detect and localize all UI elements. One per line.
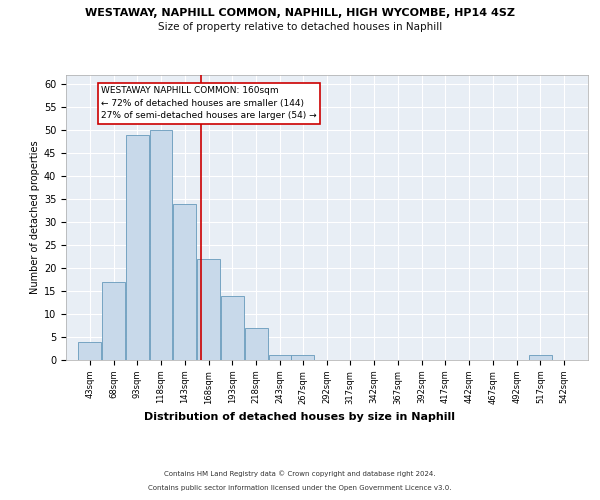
Text: Contains public sector information licensed under the Open Government Licence v3: Contains public sector information licen… bbox=[148, 485, 452, 491]
Bar bbox=[173, 204, 196, 360]
Y-axis label: Number of detached properties: Number of detached properties bbox=[29, 140, 40, 294]
Bar bbox=[245, 328, 268, 360]
Bar bbox=[197, 259, 220, 360]
Text: Contains HM Land Registry data © Crown copyright and database right 2024.: Contains HM Land Registry data © Crown c… bbox=[164, 470, 436, 476]
Bar bbox=[79, 342, 101, 360]
Bar bbox=[149, 130, 172, 360]
Bar bbox=[126, 135, 149, 360]
Text: WESTAWAY, NAPHILL COMMON, NAPHILL, HIGH WYCOMBE, HP14 4SZ: WESTAWAY, NAPHILL COMMON, NAPHILL, HIGH … bbox=[85, 8, 515, 18]
Bar bbox=[292, 356, 314, 360]
Bar bbox=[529, 356, 552, 360]
Text: Size of property relative to detached houses in Naphill: Size of property relative to detached ho… bbox=[158, 22, 442, 32]
Bar bbox=[269, 356, 292, 360]
Text: WESTAWAY NAPHILL COMMON: 160sqm
← 72% of detached houses are smaller (144)
27% o: WESTAWAY NAPHILL COMMON: 160sqm ← 72% of… bbox=[101, 86, 317, 120]
Text: Distribution of detached houses by size in Naphill: Distribution of detached houses by size … bbox=[145, 412, 455, 422]
Bar bbox=[221, 296, 244, 360]
Bar bbox=[102, 282, 125, 360]
